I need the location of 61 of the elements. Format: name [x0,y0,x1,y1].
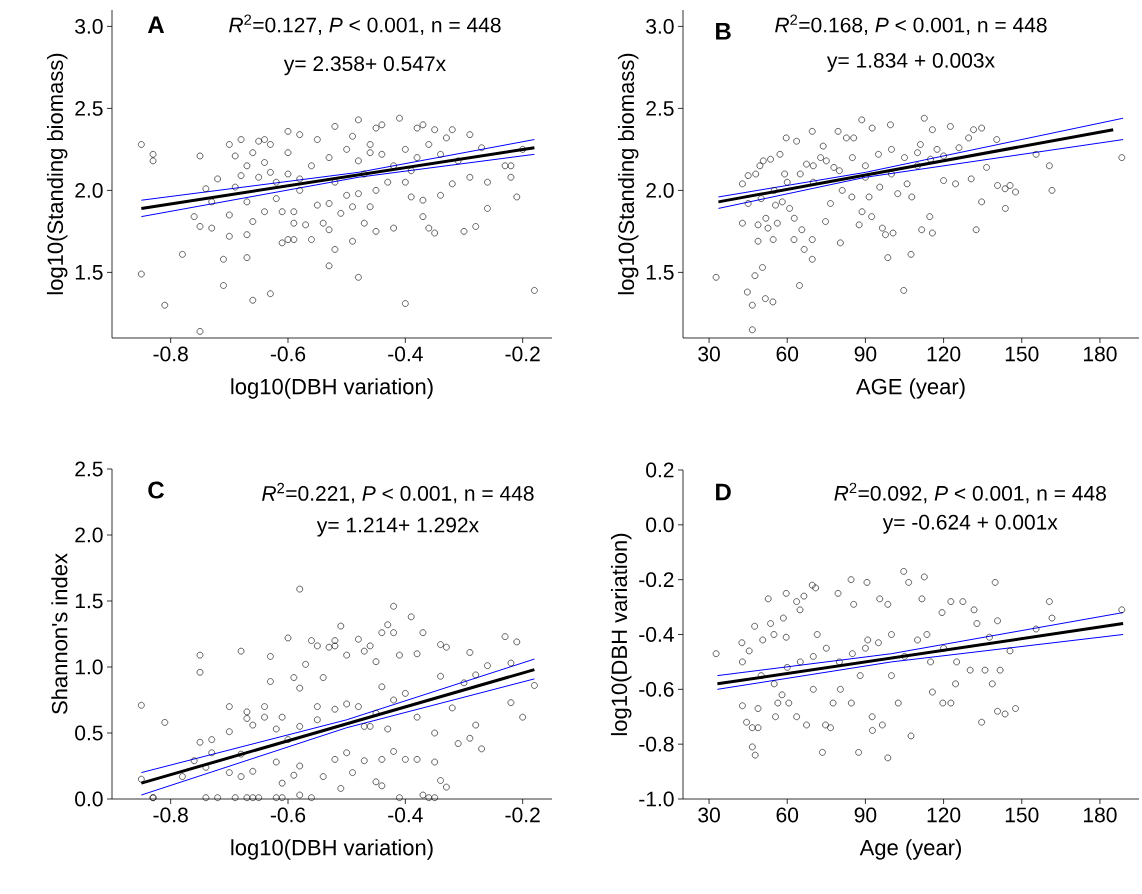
y-tick-label: -0.8 [639,736,674,752]
annotation: C [148,481,165,499]
y-tick-label: 0.5 [75,725,103,741]
x-axis-title: AGE (year) [856,378,965,399]
y-tick-label: 0.2 [646,462,674,478]
x-tick-label: 30 [698,346,720,362]
annotation: D [716,483,731,501]
y-tick-label: 0.0 [75,791,103,807]
y-tick-label: 3.0 [75,18,103,34]
annotation: R$^{2}$=0.127, P < 0.001, n = 448 [229,14,501,35]
y-axis-title: log10(Standing biomass) [46,53,68,295]
annotation: R$^{2}$=0.221, P < 0.001, n = 448 [262,482,534,504]
x-tick-label: -0.8 [153,346,188,362]
y-tick-label: -1.0 [639,791,674,807]
x-axis-title: log10(DBH variation) [231,378,433,399]
x-tick-label: 30 [698,807,720,823]
y-tick-label: 1.5 [646,265,674,280]
x-axis-title: Age (year) [859,839,961,860]
annotation: R$^{2}$=0.092, P < 0.001, n = 448 [834,482,1106,504]
y-tick-label: -0.2 [639,572,674,588]
y-tick-label: 2.0 [75,527,103,543]
x-tick-label: -0.4 [388,807,423,823]
x-tick-label: 90 [854,807,877,823]
x-tick-label: 90 [854,346,877,362]
y-tick-label: 2.5 [75,100,103,116]
x-tick-label: 60 [776,346,799,362]
annotation: B [716,23,731,40]
y-tick-label: 1.5 [75,593,103,609]
x-tick-label: 120 [927,346,961,362]
x-tick-label: -0.2 [505,346,540,362]
annotation: y= -0.624 + 0.001x [882,514,1058,534]
y-tick-label: 1.0 [75,659,103,675]
y-axis-title: Shannon's index [51,553,68,714]
x-tick-label: -0.2 [505,807,540,823]
x-tick-label: 180 [1084,807,1117,823]
x-tick-label: -0.8 [153,807,188,823]
x-tick-label: -0.4 [388,346,423,362]
x-tick-label: 150 [1005,346,1039,362]
annotation: A [147,16,165,34]
y-tick-label: 1.5 [75,265,103,280]
y-axis-title: log10(Standing biomass) [617,53,639,295]
y-tick-label: 2.0 [75,182,103,198]
y-tick-label: 2.0 [646,182,674,198]
x-tick-label: -0.6 [270,346,306,362]
x-axis-title: log10(DBH variation) [231,839,433,860]
annotation: R$^{2}$=0.168, P < 0.001, n = 448 [775,14,1047,35]
x-tick-label: -0.6 [270,807,306,823]
y-tick-label: 2.5 [75,461,103,477]
x-tick-label: 150 [1005,807,1039,823]
y-axis-title: log10(DBH variation) [610,533,632,736]
x-tick-label: 120 [927,807,961,823]
annotation: y= 1.214+ 1.292x [316,517,479,537]
y-tick-label: -0.6 [639,681,674,697]
y-tick-label: -0.4 [639,627,674,642]
y-tick-label: 2.5 [646,100,674,116]
x-tick-label: 60 [776,807,799,823]
y-tick-label: 3.0 [646,18,674,34]
annotation: y= 1.834 + 0.003x [826,52,995,72]
y-tick-label: 0.0 [646,517,674,533]
x-tick-label: 180 [1084,346,1117,362]
annotation: y= 2.358+ 0.547x [283,56,446,76]
